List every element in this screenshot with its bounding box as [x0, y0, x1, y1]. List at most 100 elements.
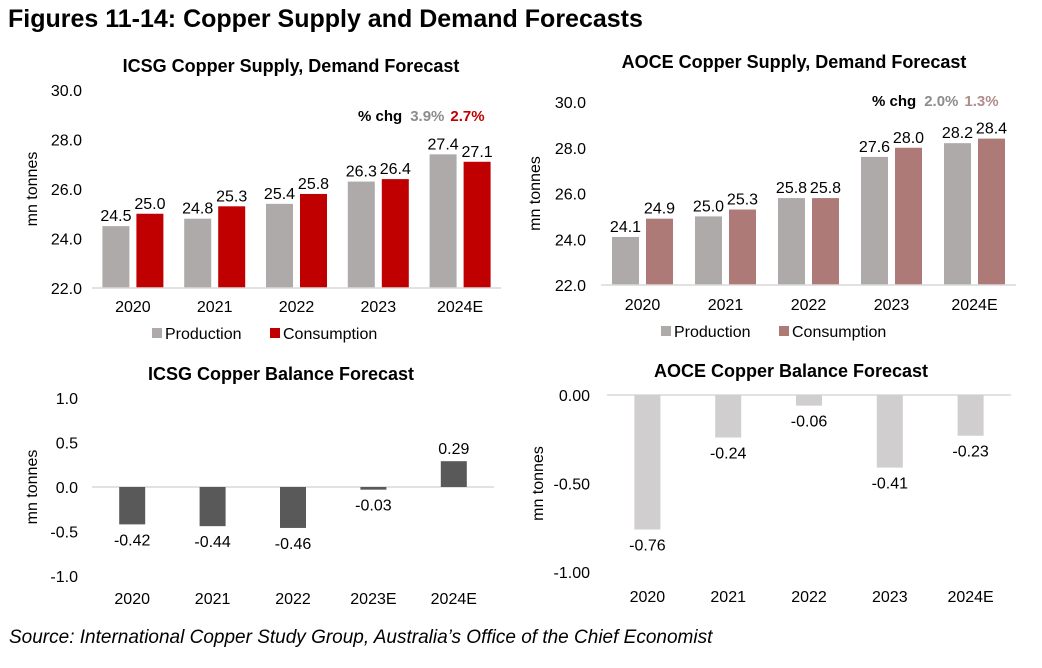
data-label: 26.4	[380, 161, 411, 178]
bar-production	[102, 226, 130, 288]
data-label: 25.3	[727, 192, 758, 209]
data-label: 25.8	[298, 176, 329, 193]
data-label: 25.3	[216, 188, 247, 205]
x-tick-label: 2021	[195, 591, 231, 608]
y-tick-label: -0.5	[50, 525, 78, 542]
data-label: 24.8	[182, 201, 213, 218]
y-tick-label: 24.0	[51, 232, 82, 249]
bar-production	[778, 198, 805, 285]
data-label: 26.3	[346, 164, 377, 181]
data-label: -0.24	[710, 445, 747, 462]
y-tick-label: 28.0	[51, 133, 82, 150]
data-label: 24.1	[610, 219, 641, 236]
y-axis-title: mn tonnes	[530, 446, 547, 521]
x-tick-label: 2024E	[947, 589, 993, 606]
y-tick-label: 22.0	[51, 281, 82, 298]
bar-consumption	[463, 161, 491, 288]
bar-production	[861, 156, 888, 285]
x-tick-label: 2024E	[431, 591, 477, 608]
data-label: -0.06	[791, 414, 828, 431]
x-tick-label: 2020	[114, 591, 150, 608]
pct-change-annotation: % chg 3.9% 2.7%	[358, 108, 485, 125]
data-label: -0.44	[194, 534, 231, 551]
x-tick-label: 2023E	[350, 591, 396, 608]
data-label: 27.6	[859, 139, 890, 156]
legend-label-production: Production	[165, 326, 242, 343]
y-tick-label: 0.5	[56, 436, 78, 453]
chart-title: ICSG Copper Supply, Demand Forecast	[123, 56, 460, 76]
bar-balance	[360, 487, 387, 490]
x-tick-label: 2020	[625, 297, 661, 314]
bar-balance	[199, 487, 226, 527]
data-label: -0.76	[629, 538, 666, 555]
bar-balance	[715, 395, 742, 438]
data-label: 28.2	[942, 125, 973, 142]
pct-change-annotation: % chg 2.0% 1.3%	[872, 93, 999, 110]
bar-production	[612, 236, 639, 285]
bar-consumption	[300, 193, 327, 288]
y-tick-label: 22.0	[555, 278, 586, 295]
y-tick-label: 30.0	[555, 95, 586, 112]
x-tick-label: 2021	[197, 299, 233, 316]
pct-change-production: 3.9%	[410, 108, 444, 125]
bar-production	[695, 216, 722, 285]
bar-production	[429, 154, 457, 288]
bar-balance	[119, 487, 146, 525]
y-tick-label: 24.0	[555, 232, 586, 249]
bar-production	[944, 143, 971, 285]
data-label: -0.42	[114, 532, 151, 549]
icsg-sd-chart: ICSG Copper Supply, Demand Forecast 22.0 2…	[24, 56, 501, 343]
data-label: -0.46	[275, 536, 312, 553]
data-label: 27.4	[428, 136, 459, 153]
data-label: 25.0	[693, 198, 724, 215]
chart-title: ICSG Copper Balance Forecast	[148, 364, 414, 384]
legend-label-consumption: Consumption	[792, 324, 886, 341]
data-label: -0.41	[872, 476, 909, 493]
legend-swatch-production	[152, 328, 162, 338]
icsg-bal-chart: ICSG Copper Balance Forecast -1.0 -0.5 0.0 0…	[24, 364, 494, 608]
data-label: 25.0	[134, 196, 165, 213]
y-tick-label: -1.00	[554, 565, 591, 582]
bar-production	[347, 181, 375, 288]
legend-label-production: Production	[674, 324, 751, 341]
y-tick-label: 26.0	[51, 182, 82, 199]
y-tick-label: 28.0	[555, 141, 586, 158]
pct-change-consumption: 1.3%	[964, 93, 998, 110]
y-tick-label: -1.0	[50, 569, 78, 586]
y-tick-label: -0.50	[554, 477, 591, 494]
data-label: 28.0	[893, 130, 924, 147]
y-tick-label: 0.00	[559, 388, 590, 405]
data-label: 25.8	[776, 180, 807, 197]
x-tick-label: 2024E	[951, 297, 997, 314]
x-tick-label: 2022	[279, 299, 315, 316]
y-tick-label: 26.0	[555, 187, 586, 204]
legend-swatch-consumption	[779, 326, 789, 336]
x-tick-label: 2021	[710, 589, 746, 606]
bar-balance	[957, 395, 984, 436]
bar-balance	[796, 395, 822, 406]
source-note: Source: International Copper Study Group…	[9, 627, 713, 648]
y-tick-label: 1.0	[56, 391, 78, 408]
bar-consumption	[729, 209, 756, 285]
data-label: 25.8	[810, 180, 841, 197]
y-axis-title: mn tonnes	[527, 156, 544, 231]
x-tick-label: 2022	[791, 297, 827, 314]
x-tick-label: 2020	[115, 299, 151, 316]
y-axis-title: mn tonnes	[24, 152, 41, 227]
bar-consumption	[136, 213, 164, 288]
x-tick-label: 2023	[874, 297, 910, 314]
chart-title: AOCE Copper Supply, Demand Forecast	[622, 52, 967, 72]
bar-consumption	[978, 138, 1005, 285]
pct-change-label: % chg	[358, 108, 402, 125]
data-label: 27.1	[462, 144, 493, 161]
legend-swatch-production	[661, 326, 671, 336]
data-label: 0.29	[438, 441, 469, 458]
bar-consumption	[218, 206, 246, 288]
data-label: -0.23	[952, 444, 989, 461]
data-label: -0.03	[355, 498, 392, 515]
x-tick-label: 2021	[708, 297, 744, 314]
bar-production	[184, 218, 212, 288]
y-tick-label: 30.0	[51, 83, 82, 100]
legend-swatch-consumption	[270, 328, 280, 338]
